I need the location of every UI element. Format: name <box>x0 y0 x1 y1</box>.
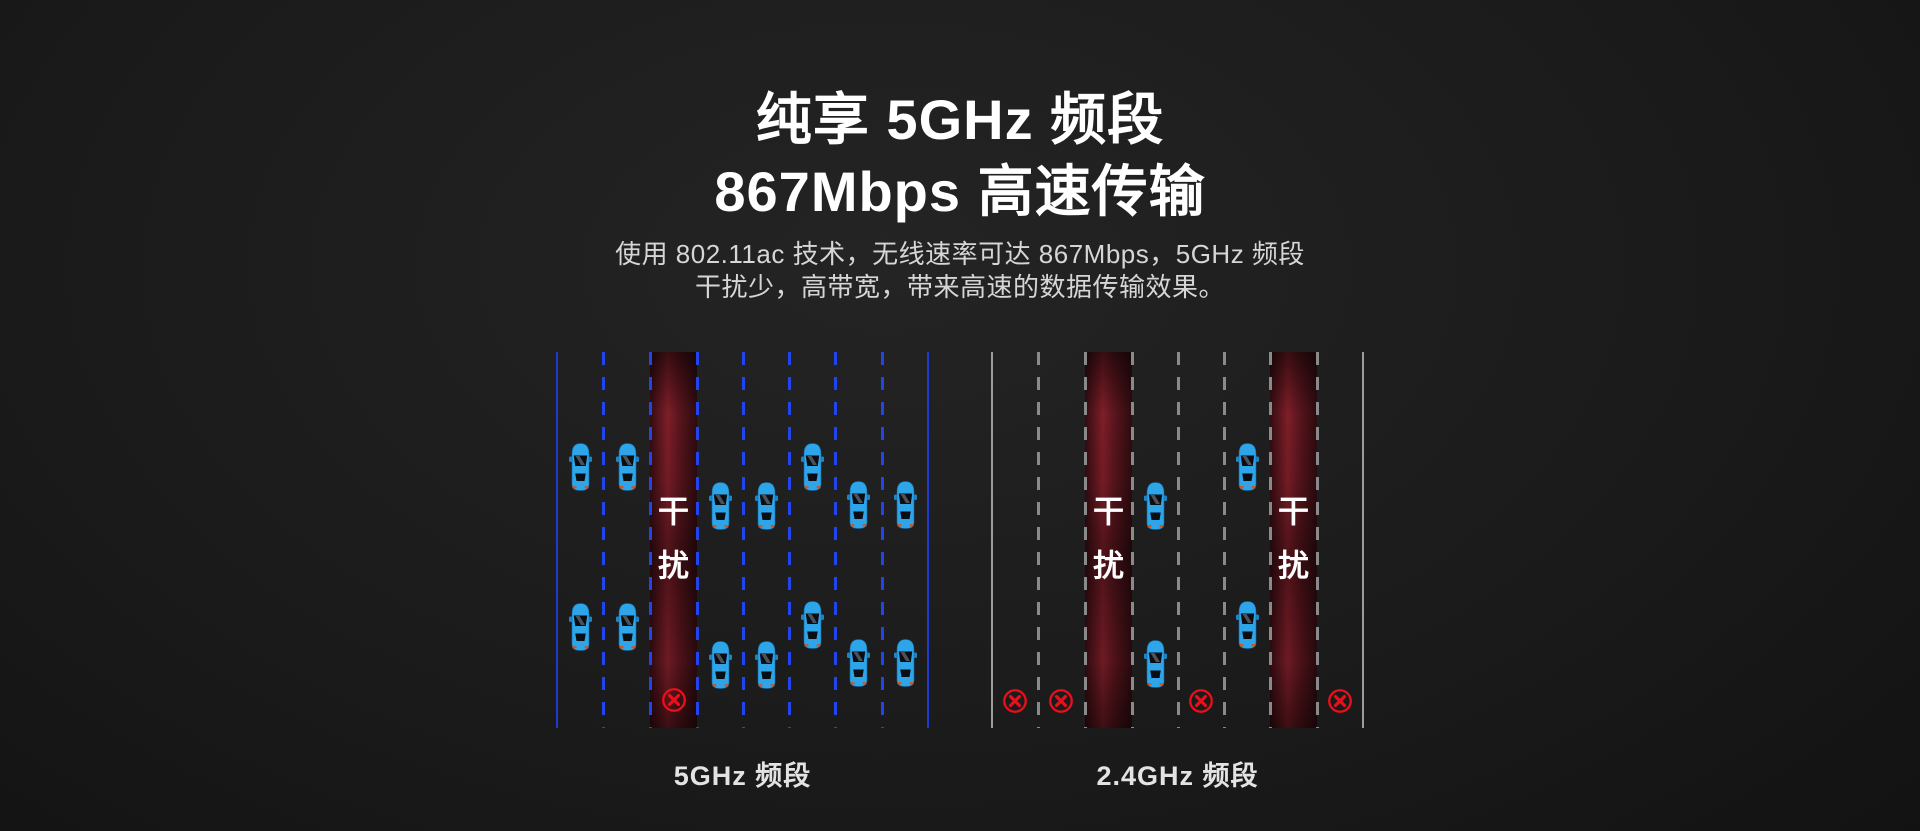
interference-label-char: 干 <box>1278 494 1309 530</box>
diagram-caption: 2.4GHz 频段 <box>1096 761 1259 791</box>
car-icon <box>615 602 639 652</box>
lane-line-dashed <box>1315 352 1319 728</box>
interference-label-char: 扰 <box>658 548 689 584</box>
interference-lane <box>1270 352 1317 728</box>
x-mark-icon <box>660 686 688 714</box>
page-title: 纯享 5GHz 频段 867Mbps 高速传输 <box>0 84 1920 228</box>
lane-line-dashed <box>601 352 605 728</box>
diagram-5ghz: 干扰 5GHz 频段 <box>556 352 929 791</box>
interference-label-char: 扰 <box>1278 548 1309 584</box>
lane-line-solid <box>927 352 929 728</box>
car-icon <box>800 442 824 492</box>
lane-line-dashed <box>1268 352 1272 728</box>
lane-line-dashed <box>1083 352 1087 728</box>
interference-label-char: 扰 <box>1093 548 1124 584</box>
car-icon <box>568 442 592 492</box>
page-subtitle-line1: 使用 802.11ac 技术，无线速率可达 867Mbps，5GHz 频段 <box>615 239 1305 269</box>
car-icon <box>1143 481 1167 531</box>
lane-line-solid <box>556 352 558 728</box>
x-mark-icon <box>1047 687 1075 715</box>
car-icon <box>754 481 778 531</box>
page-title-line1: 纯享 5GHz 频段 <box>755 88 1165 151</box>
interference-lane <box>650 352 697 728</box>
page-title-line2: 867Mbps 高速传输 <box>714 160 1206 223</box>
interference-label-char: 干 <box>1093 494 1124 530</box>
lane-line-dashed <box>833 352 837 728</box>
lane-line-dashed <box>648 352 652 728</box>
car-icon <box>708 481 732 531</box>
diagram-caption: 5GHz 频段 <box>673 761 812 791</box>
lane-line-solid <box>991 352 993 728</box>
car-icon <box>893 480 917 530</box>
lane-line-dashed <box>1130 352 1134 728</box>
x-mark-icon <box>1001 687 1029 715</box>
lane-line-dashed <box>741 352 745 728</box>
car-icon <box>568 602 592 652</box>
car-icon <box>893 638 917 688</box>
lane-line-dashed <box>787 352 791 728</box>
car-icon <box>846 638 870 688</box>
lane-line-dashed <box>1222 352 1226 728</box>
page-subtitle-line2: 干扰少，高带宽，带来高速的数据传输效果。 <box>694 272 1225 302</box>
car-icon <box>615 442 639 492</box>
lane-line-solid <box>1362 352 1364 728</box>
car-icon <box>754 640 778 690</box>
car-icon <box>1235 600 1259 650</box>
car-icon <box>708 640 732 690</box>
x-mark-icon <box>1326 687 1354 715</box>
diagram-24ghz: 干扰干扰 2.4GHz 频段 <box>991 352 1364 791</box>
lane-line-dashed <box>1036 352 1040 728</box>
lane-line-dashed <box>695 352 699 728</box>
page-subtitle: 使用 802.11ac 技术，无线速率可达 867Mbps，5GHz 频段 干扰… <box>0 238 1920 304</box>
car-icon <box>1143 639 1167 689</box>
x-mark-icon <box>1187 687 1215 715</box>
car-icon <box>846 480 870 530</box>
car-icon <box>800 600 824 650</box>
interference-lane <box>1085 352 1132 728</box>
car-icon <box>1235 442 1259 492</box>
lane-line-dashed <box>1176 352 1180 728</box>
interference-label-char: 干 <box>658 494 689 530</box>
lane-line-dashed <box>880 352 884 728</box>
